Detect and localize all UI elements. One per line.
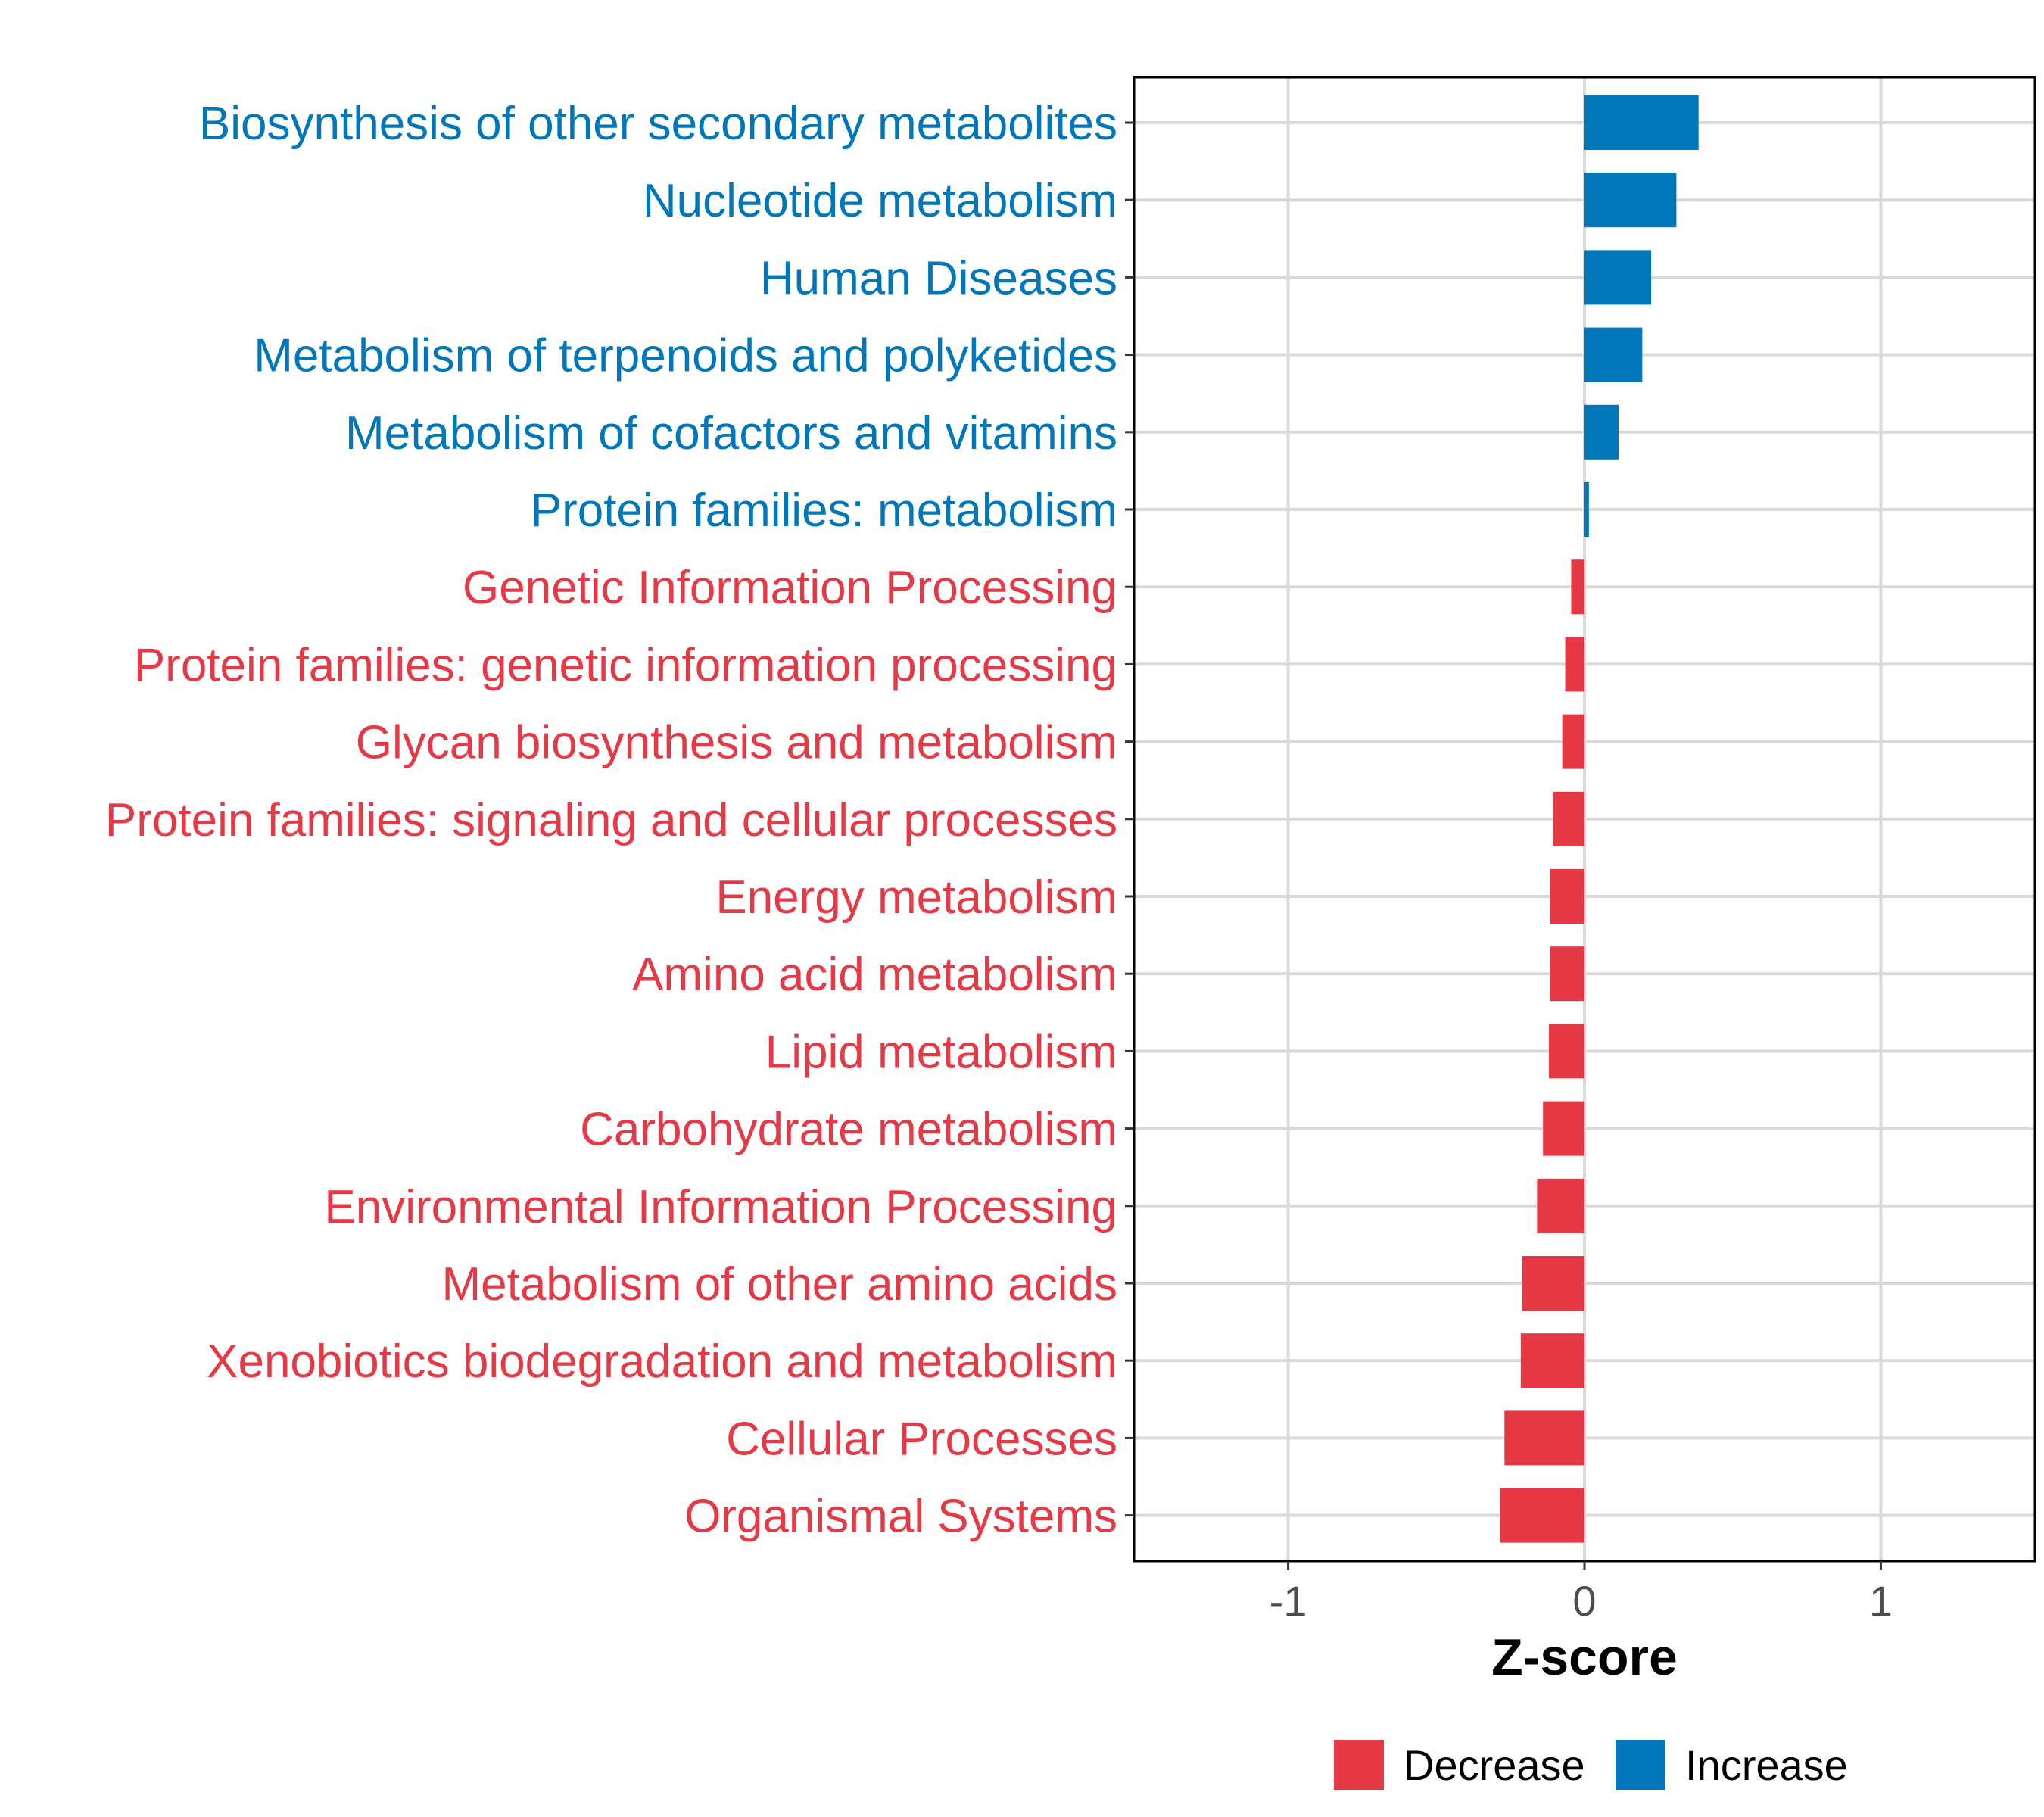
y-tick-label: Environmental Information Processing (324, 1181, 1117, 1233)
y-tick-label: Carbohydrate metabolism (580, 1104, 1117, 1156)
legend-swatch (1616, 1740, 1665, 1790)
bars (1500, 95, 1699, 1543)
legend: Decrease Increase (1334, 1740, 1848, 1790)
bar (1550, 869, 1584, 924)
bar (1562, 714, 1584, 769)
bar (1550, 946, 1584, 1002)
legend-label: Increase (1685, 1741, 1848, 1789)
bar (1584, 404, 1619, 460)
y-axis-labels: Biosynthesis of other secondary metaboli… (105, 98, 1117, 1543)
y-tick-label: Cellular Processes (726, 1413, 1117, 1465)
y-tick-label: Lipid metabolism (765, 1026, 1117, 1078)
x-tick-label: -1 (1270, 1577, 1307, 1625)
y-axis-ticks (1125, 121, 1134, 1517)
legend-swatch (1334, 1740, 1384, 1790)
y-tick-label: Protein families: signaling and cellular… (105, 794, 1117, 846)
bar (1565, 637, 1584, 692)
y-tick-label: Genetic Information Processing (463, 562, 1117, 614)
bar (1584, 95, 1699, 150)
x-tick-label: 0 (1572, 1577, 1596, 1625)
bar (1522, 1256, 1584, 1311)
bar (1584, 327, 1643, 382)
bar (1571, 559, 1584, 615)
bar (1500, 1488, 1584, 1543)
y-tick-label: Amino acid metabolism (632, 949, 1117, 1001)
x-axis-title: Z-score (1491, 1628, 1678, 1686)
bar (1504, 1410, 1584, 1466)
bar (1537, 1178, 1584, 1233)
y-tick-label: Nucleotide metabolism (643, 175, 1117, 227)
y-tick-label: Xenobiotics biodegradation and metabolis… (207, 1335, 1117, 1388)
y-tick-label: Human Diseases (760, 252, 1117, 304)
y-tick-label: Metabolism of other amino acids (441, 1258, 1117, 1311)
y-tick-label: Metabolism of terpenoids and polyketides (254, 330, 1117, 382)
y-tick-label: Metabolism of cofactors and vitamins (345, 407, 1117, 460)
y-tick-label: Energy metabolism (715, 871, 1117, 924)
y-tick-label: Biosynthesis of other secondary metaboli… (199, 98, 1117, 150)
x-axis-ticks: -1 0 1 (1270, 1561, 1893, 1625)
bar (1584, 482, 1589, 537)
bar (1584, 173, 1677, 228)
bar (1584, 250, 1652, 305)
y-tick-label: Protein families: metabolism (531, 485, 1117, 537)
y-tick-label: Organismal Systems (684, 1491, 1117, 1543)
bar (1543, 1101, 1584, 1156)
bar (1549, 1024, 1584, 1079)
y-tick-label: Glycan biosynthesis and metabolism (356, 717, 1117, 769)
bar (1520, 1333, 1584, 1388)
bar (1553, 791, 1584, 846)
legend-label: Decrease (1404, 1741, 1585, 1789)
y-tick-label: Protein families: genetic information pr… (134, 639, 1117, 691)
x-tick-label: 1 (1869, 1577, 1893, 1625)
